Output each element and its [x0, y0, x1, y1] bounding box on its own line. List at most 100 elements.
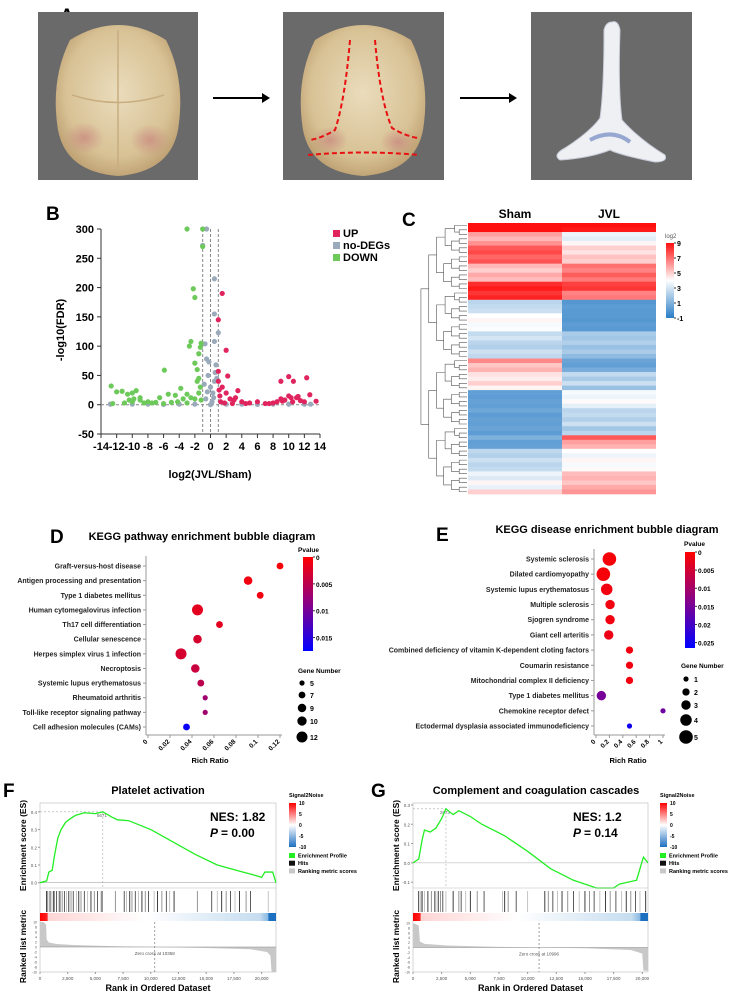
dendrogram-branch: [451, 240, 460, 251]
heatmap-cell: [562, 363, 656, 368]
point-down: [200, 226, 206, 232]
term-label: Th17 cell differentiation: [62, 622, 141, 629]
point-no-degs: [210, 390, 216, 396]
bubble: [605, 599, 615, 610]
legend-swatch: [289, 860, 295, 866]
heatmap-cell: [468, 394, 562, 400]
heatmap-cell: [468, 376, 562, 382]
color-scale-bar: [666, 243, 674, 318]
heatmap-cell: [468, 322, 562, 328]
legend-label: Hits: [669, 861, 679, 867]
point-down: [196, 351, 202, 357]
heatmap-cell: [562, 272, 656, 278]
x-tick-label: 0.08: [224, 738, 238, 752]
bubble: [596, 567, 611, 581]
size-legend-circle: [296, 731, 308, 743]
x-tick-label: 2,500: [62, 976, 74, 981]
arrow-icon: [213, 93, 270, 103]
dendrogram-branch: [458, 419, 467, 425]
legend-tick-label: 9: [677, 241, 681, 248]
heatmap-cell: [562, 259, 656, 264]
heatmap-cell: [468, 223, 562, 228]
legend-tick-label: 3: [677, 286, 681, 293]
heatmap-cell: [468, 444, 562, 450]
point-up: [290, 399, 296, 405]
p-value-label: P = 0.14: [573, 826, 618, 840]
bubble: [202, 695, 208, 701]
heatmap-cell: [562, 236, 656, 242]
heatmap-cell: [562, 295, 656, 301]
metric-tick-label: -6: [407, 961, 410, 965]
term-label: Antigen processing and presentation: [17, 578, 141, 585]
x-tick-label: -8: [143, 441, 153, 453]
point-down: [198, 397, 204, 403]
panel-label-g: G: [371, 781, 386, 802]
point-down: [131, 396, 137, 402]
heatmap-cell: [562, 344, 656, 350]
metric-tick-label: -8: [407, 966, 410, 970]
panel-b-volcano-plot: B -log10(FDR) log2(JVL/Sham) -5005010015…: [46, 204, 390, 481]
legend-tick-label: 10: [299, 801, 305, 807]
legend-tick-label: -10: [670, 845, 677, 851]
heatmap-cell: [468, 426, 562, 432]
dendrogram-branch: [458, 333, 467, 339]
heatmap-cell: [468, 241, 562, 246]
x-tick-label: 4: [239, 441, 246, 453]
x-tick-label: 8: [270, 441, 276, 453]
column-label-jvl: JVL: [598, 207, 620, 221]
size-legend-circle: [683, 676, 689, 682]
x-tick-label: 5,000: [90, 976, 102, 981]
signal2noise-bar: [289, 803, 296, 847]
heatmap-cell: [562, 471, 656, 477]
x-tick-label: 17,500: [227, 976, 241, 981]
panel-g-gsea-complement-coagulation: G Complement and coagulation cascades NE…: [371, 781, 728, 993]
term-label: Herpes simplex virus 1 infection: [34, 651, 141, 658]
legend-tick-label: 0: [316, 555, 320, 562]
heatmap-cell: [562, 349, 656, 355]
es-tick-label: 0.1: [31, 863, 38, 868]
heatmap-cell: [562, 245, 656, 251]
bubble: [216, 621, 223, 628]
point-down: [184, 400, 190, 406]
dendrogram-branch: [451, 412, 460, 423]
bubble: [602, 552, 617, 566]
heatmap-cell: [468, 390, 562, 395]
heatmap-cell: [562, 313, 656, 319]
point-up: [216, 387, 222, 393]
legend-tick-label: 7: [677, 256, 681, 263]
es-tick-label: 0.3: [404, 803, 411, 808]
heatmap-cell: [468, 489, 562, 495]
dendrogram-branch: [451, 258, 460, 269]
heatmap-cell: [468, 408, 562, 413]
heatmap-cell: [562, 453, 656, 459]
point-up: [229, 400, 235, 407]
legend-swatch: [333, 230, 340, 237]
x-tick-label: 12,500: [549, 976, 563, 981]
legend-tick-label: -1: [677, 316, 683, 323]
point-down: [165, 391, 171, 397]
point-up: [215, 368, 221, 374]
x-axis-label: Rich Ratio: [191, 756, 229, 765]
dendrogram-branch: [444, 296, 455, 314]
x-axis-label: Rich Ratio: [609, 756, 647, 765]
color-legend-title: Pvalue: [684, 541, 705, 548]
legend-label: no-DEGs: [343, 240, 390, 252]
heatmap-cell: [468, 457, 562, 463]
ranking-metric-area: [413, 923, 648, 971]
legend-tick-label: 5: [670, 812, 673, 818]
term-label: Type 1 diabetes mellitus: [509, 693, 590, 700]
point-down: [172, 392, 178, 398]
legend-swatch: [289, 868, 295, 874]
x-tick-label: -6: [159, 441, 169, 453]
heatmap-cell: [468, 430, 562, 436]
legend-swatch: [660, 853, 666, 858]
term-label: Systemic lupus erythematosus: [486, 587, 589, 594]
term-label: Type 1 diabetes mellitus: [61, 593, 142, 600]
size-legend-title: Gene Number: [298, 668, 341, 675]
bubble: [604, 630, 614, 640]
dendrogram-branch: [451, 462, 460, 472]
dendrogram-branch: [420, 288, 429, 425]
peak-label: 2873: [440, 810, 451, 815]
dendrogram-branch: [443, 263, 452, 283]
